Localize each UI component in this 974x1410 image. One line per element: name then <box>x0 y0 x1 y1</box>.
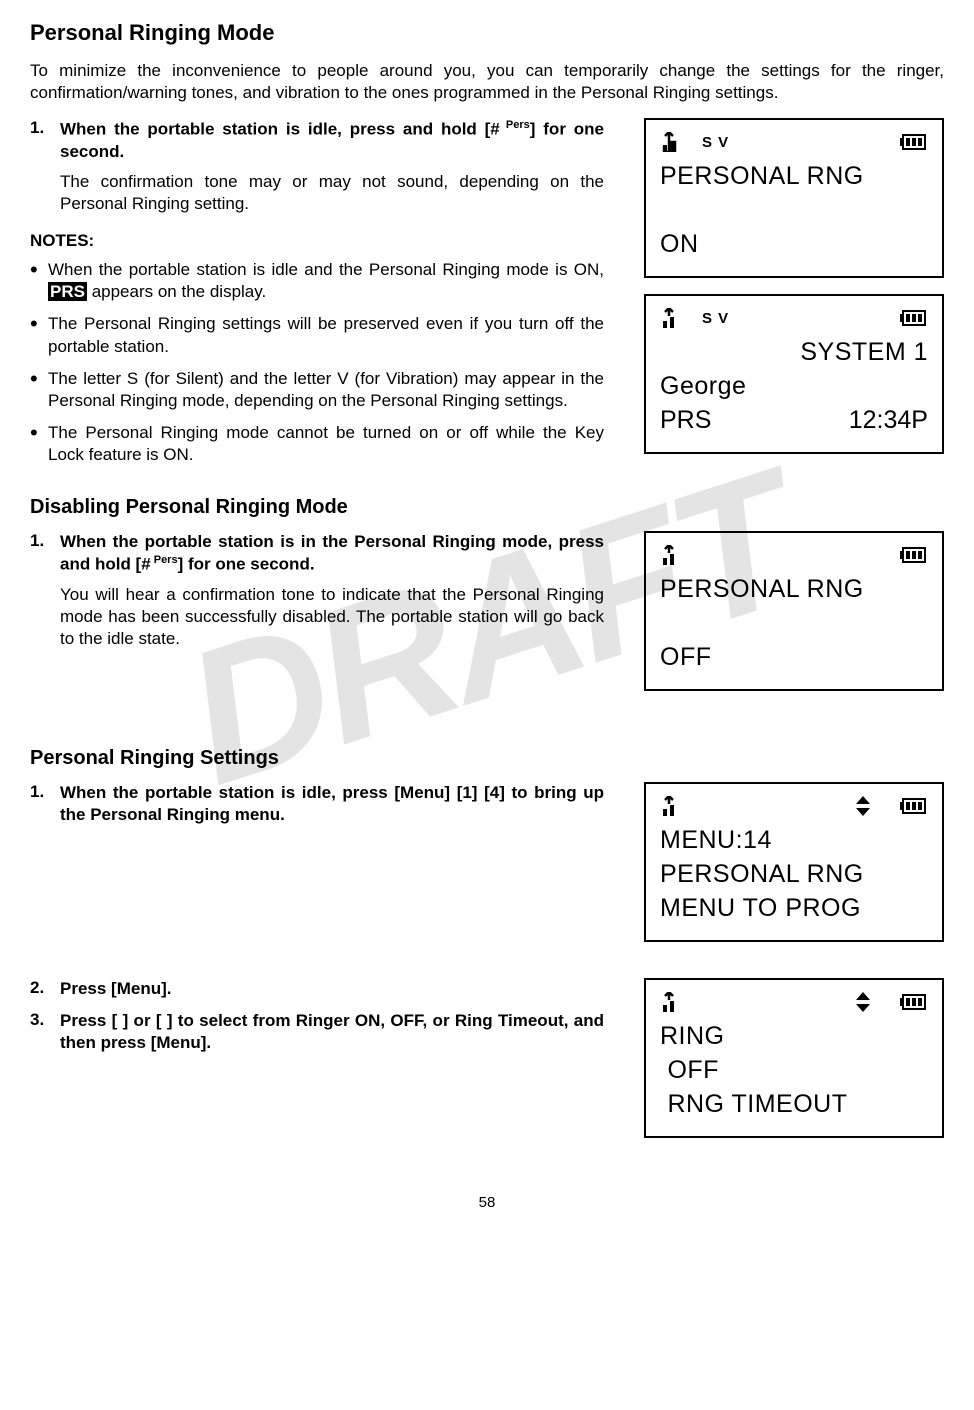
prs-badge: PRS <box>660 404 711 438</box>
disable-heading: Disabling Personal Ringing Mode <box>30 496 944 519</box>
note-2: The Personal Ringing settings will be pr… <box>30 313 604 357</box>
status-bar: S V <box>660 306 928 330</box>
time-display: 12:34P <box>849 404 928 438</box>
lcd-line-1: RING <box>660 1020 928 1054</box>
step-1-heading: When the portable station is idle, press… <box>60 118 604 163</box>
lcd-line-1: MENU:14 <box>660 824 928 858</box>
lcd-line-1: PERSONAL RNG <box>660 160 928 194</box>
lcd-line-3: PRS 12:34P <box>660 404 928 438</box>
settings-step-2: Press [Menu]. <box>30 978 604 1000</box>
notes-heading: NOTES: <box>30 231 604 251</box>
battery-icon <box>900 994 928 1010</box>
page-number: 58 <box>30 1194 944 1211</box>
lcd-screen-off: PERSONAL RNG OFF <box>644 531 944 691</box>
note-3: The letter S (for Silent) and the letter… <box>30 368 604 412</box>
lcd-line-2 <box>660 194 928 228</box>
settings-step-3: Press [ ] or [ ] to select from Ringer O… <box>30 1010 604 1054</box>
lcd-line-3: RNG TIMEOUT <box>660 1088 928 1122</box>
lcd-screen-idle: S V SYSTEM 1 George PRS 12:34P <box>644 294 944 454</box>
settings-step-1-heading: When the portable station is idle, press… <box>60 782 604 826</box>
step-1: When the portable station is idle, press… <box>30 118 604 215</box>
lcd-line-2: PERSONAL RNG <box>660 858 928 892</box>
sv-indicator: S V <box>702 310 729 327</box>
lcd-line-2: George <box>660 370 928 404</box>
step-1-body: The confirmation tone may or may not sou… <box>60 171 604 215</box>
battery-icon <box>900 310 928 326</box>
step-1-head-a: When the portable station is idle, press… <box>60 120 500 139</box>
battery-icon <box>900 134 928 150</box>
pers-superscript: Pers <box>151 554 178 566</box>
disable-step-1: When the portable station is in the Pers… <box>30 531 604 650</box>
lcd-line-1: SYSTEM 1 <box>660 336 928 370</box>
intro-paragraph: To minimize the inconvenience to people … <box>30 60 944 104</box>
dstep1-b: ] for one second. <box>178 555 315 574</box>
dstep1-a: When the portable station is in the Pers… <box>60 532 604 574</box>
updown-icon <box>856 796 870 816</box>
status-bar <box>660 543 928 567</box>
lcd-screen-menu14: MENU:14 PERSONAL RNG MENU TO PROG <box>644 782 944 942</box>
page-title: Personal Ringing Mode <box>30 20 944 46</box>
pers-superscript: Pers <box>500 119 530 131</box>
disable-step-1-heading: When the portable station is in the Pers… <box>60 531 604 576</box>
prs-badge-inline: PRS <box>48 282 87 301</box>
status-bar <box>660 794 928 818</box>
note-4: The Personal Ringing mode cannot be turn… <box>30 422 604 466</box>
status-bar <box>660 990 928 1014</box>
settings-step-3-heading: Press [ ] or [ ] to select from Ringer O… <box>60 1010 604 1054</box>
signal-icon <box>660 992 682 1012</box>
settings-step-2-heading: Press [Menu]. <box>60 978 604 1000</box>
lcd-screen-on: S V PERSONAL RNG ON <box>644 118 944 278</box>
note-1a: When the portable station is idle and th… <box>48 260 604 279</box>
signal-icon <box>660 308 682 328</box>
signal-icon <box>660 132 682 152</box>
status-bar: S V <box>660 130 928 154</box>
settings-heading: Personal Ringing Settings <box>30 747 944 770</box>
signal-icon <box>660 545 682 565</box>
lcd-line-3: OFF <box>660 641 928 675</box>
lcd-line-2: OFF <box>660 1054 928 1088</box>
battery-icon <box>900 798 928 814</box>
lcd-line-3: MENU TO PROG <box>660 892 928 926</box>
disable-step-1-body: You will hear a confirmation tone to ind… <box>60 584 604 650</box>
note-1: When the portable station is idle and th… <box>30 259 604 303</box>
battery-icon <box>900 547 928 563</box>
updown-icon <box>856 992 870 1012</box>
lcd-screen-ring: RING OFF RNG TIMEOUT <box>644 978 944 1138</box>
lcd-line-1: PERSONAL RNG <box>660 573 928 607</box>
note-1b: appears on the display. <box>87 282 266 301</box>
lcd-line-2 <box>660 607 928 641</box>
signal-icon <box>660 796 682 816</box>
settings-step-1: When the portable station is idle, press… <box>30 782 604 826</box>
lcd-line-3: ON <box>660 228 928 262</box>
sv-indicator: S V <box>702 134 729 151</box>
